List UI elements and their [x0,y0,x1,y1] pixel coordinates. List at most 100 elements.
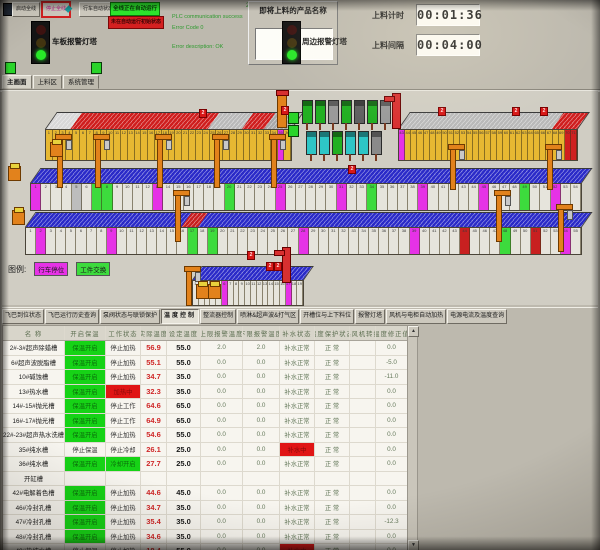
table-cell [106,471,141,485]
table-cell: 正 常 [315,457,350,471]
table-cell: 停止冷却 [106,442,141,456]
table-cell: 34.7 [141,500,167,514]
table-cell: 25.0 [167,457,201,471]
control-tab-9[interactable]: 电源电流及温度查询 [447,309,508,324]
table-row: 42#电解着色槽 保温开启 停止加热 44.6 45.0 0.0 0.0 补水正常正 常 0.0 [3,486,408,501]
table-cell: 补水正常 [280,486,315,500]
table-cell: 36#纯水槽 [3,457,65,471]
table-cell: 56.9 [141,341,167,355]
table-row: 22#-23#超声热水洗槽 保温开启 停止加热 54.6 55.0 0.0 0.0 补水正常正… [3,428,408,443]
table-cell: 补水正常 [280,355,315,369]
table-cell: 0.0 [376,529,408,543]
table-row: 6#超声波脱脂槽 保温开启 停止加热 55.1 55.0 0.0 0.0 补水正常正 常 -5.… [3,355,408,370]
table-cell [350,529,376,543]
table-cell: 10#碱蚀槽 [3,370,65,384]
table-cell: 正 常 [315,515,350,529]
scroll-down-icon[interactable]: ▼ [408,540,419,550]
tab-2[interactable]: 系统管理 [63,75,99,89]
perimeter-alarm-light-icon [282,21,301,64]
table-cell: 55.0 [167,428,201,442]
table-cell: 48#冷封孔槽 [3,529,65,543]
table-cell: 正 常 [315,500,350,514]
plc-comm-status: PLC communication success [172,14,243,20]
control-tab-4[interactable]: 整流器控制 [200,309,237,324]
table-cell: 停止加热 [106,544,141,550]
table-cell: 0.0 [376,413,408,427]
table-cell: 35.0 [167,384,201,398]
line-warning-status: 未在自动运行初始状态 [108,16,165,29]
table-cell [350,457,376,471]
table-cell: 2.0 [243,341,280,355]
table-cell: 35.4 [141,515,167,529]
table-cell: 保温开启 [65,370,106,384]
red-lamp-icon [35,24,46,35]
control-tab-0[interactable]: 飞巴到位状态 [2,309,45,324]
control-tab-8[interactable]: 风机与电柜自动加热 [386,309,447,324]
loading-timers: 上料计时 00:01:36 上料间隔 00:04:00 [372,4,482,64]
table-cell: 14#-15#抛光槽 [3,399,65,413]
table-cell: 停止加热 [106,355,141,369]
table-cell: 34.7 [141,370,167,384]
table-cell: 0.0 [201,384,243,398]
table-cell [350,544,376,550]
table-cell [350,442,376,456]
status-led [91,62,102,74]
table-scrollbar[interactable]: ▲ ▼ [407,325,419,550]
control-tab-6[interactable]: 开槽位与上下料位 [300,309,355,324]
legend-item-1: 工件交换 [76,262,111,276]
table-cell: 保温开启 [65,384,106,398]
table-cell: 0.0 [201,413,243,427]
table-cell: 停止加热 [106,370,141,384]
table-cell [350,370,376,384]
line-running-status: 全线正在自动运行 [110,2,161,16]
table-row: 13#热水槽 保温开启 加热中 32.3 35.0 0.0 0.0 补水正常正 常 0.0 [3,384,408,399]
table-cell: 65.0 [167,413,201,427]
table-cell: 0.0 [243,457,280,471]
table-cell: 停止保温 [65,442,106,456]
legend-title: 图例: [8,264,27,274]
table-cell: 保温开启 [65,428,106,442]
table-cell [315,471,350,485]
tab-0[interactable]: 主画面 [2,75,32,89]
timer-1: 上料间隔 00:04:00 [372,34,482,56]
table-cell [350,471,376,485]
table-cell: 0.0 [201,515,243,529]
table-cell: 补水正常 [280,370,315,384]
table-cell: 正 常 [315,529,350,543]
table-cell: 0.0 [201,486,243,500]
timer-value: 00:04:00 [416,34,482,56]
table-cell: 64.9 [141,413,167,427]
table-cell: 0.0 [243,515,280,529]
column-header: 上限报警温度 [201,326,243,340]
table-cell: 0.0 [376,341,408,355]
scroll-up-icon[interactable]: ▲ [408,326,419,337]
table-row: 开缸槽 [3,471,408,486]
table-cell [280,471,315,485]
status-led [5,62,16,74]
control-tab-1[interactable]: 飞巴运行历史查询 [45,309,100,324]
table-cell: 25.0 [167,442,201,456]
table-cell: 保温开启 [65,529,106,543]
table-cell: 55.0 [167,355,201,369]
table-cell: 正 常 [315,486,350,500]
table-cell: 0.0 [201,544,243,550]
control-tab-5[interactable]: 喷淋&超声波&打气区 [237,309,300,324]
control-tab-2[interactable]: 泵阀状态与联锁保护 [100,309,161,324]
column-header: 热风机转数 [350,326,376,340]
control-tab-7[interactable]: 报警灯塔 [355,309,386,324]
table-cell: 34.6 [141,529,167,543]
header-button-0[interactable]: 启动全线 [12,2,41,17]
table-row: 46#冷封孔槽 保温开启 停止加热 34.7 35.0 0.0 0.0 补水正常正 常 0.0 [3,500,408,515]
table-cell: 2#-3#超声除蜡槽 [3,341,65,355]
table-cell: 补水正常 [280,529,315,543]
column-header: 开启保温 [65,326,106,340]
table-cell [65,471,106,485]
table-cell: 0.0 [376,442,408,456]
control-tab-3[interactable]: 温度控制 [161,309,200,324]
table-cell: 0.0 [376,457,408,471]
perimeter-alarm-light-label: 周边报警灯塔 [302,37,347,46]
legend-item-0: 行车停位 [34,262,69,276]
tab-1[interactable]: 上料区 [32,75,62,89]
